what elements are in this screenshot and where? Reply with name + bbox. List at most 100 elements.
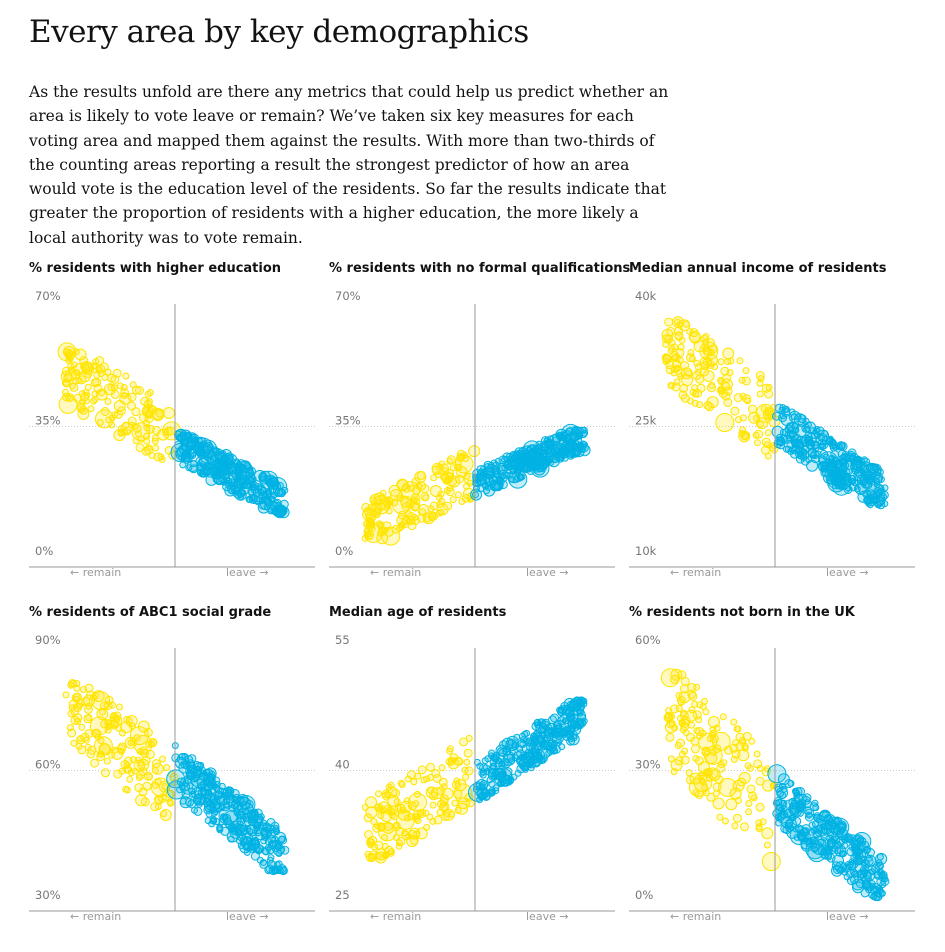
remain-point xyxy=(436,503,449,516)
leave-point xyxy=(792,787,799,795)
leave-point xyxy=(864,856,874,866)
leave-point xyxy=(473,781,483,791)
remain-point xyxy=(104,368,112,376)
remain-point xyxy=(753,414,760,422)
remain-point xyxy=(442,808,455,821)
leave-point xyxy=(205,788,213,796)
leave-point xyxy=(480,474,487,482)
remain-point xyxy=(691,700,699,708)
remain-point xyxy=(706,396,719,409)
y-tick-label: 35% xyxy=(335,414,361,428)
leave-point xyxy=(244,799,254,809)
leave-point xyxy=(488,788,496,796)
leave-point xyxy=(859,851,867,859)
leave-direction-label: leave → xyxy=(826,910,869,923)
remain-point xyxy=(686,732,695,742)
remain-point xyxy=(377,812,385,820)
leave-point xyxy=(215,460,228,473)
remain-point xyxy=(686,775,695,785)
leave-point xyxy=(567,700,574,708)
points xyxy=(661,316,889,510)
leave-point xyxy=(210,806,218,814)
leave-point xyxy=(553,451,561,458)
remain-point xyxy=(388,808,396,816)
remain-point xyxy=(60,370,73,383)
leave-point xyxy=(866,848,875,857)
scatter-plot: 40k 25k 10k ← remain leave → xyxy=(629,289,915,579)
scatter-plot: 90% 60% 30% ← remain leave → xyxy=(29,633,315,923)
remain-point xyxy=(114,409,123,419)
remain-point xyxy=(437,490,445,498)
remain-point xyxy=(748,737,756,745)
leave-point xyxy=(541,436,550,446)
remain-point xyxy=(695,716,703,724)
leave-point xyxy=(859,869,872,882)
leave-point xyxy=(204,767,217,780)
y-tick-label: 30% xyxy=(635,758,661,772)
leave-point xyxy=(816,823,829,836)
remain-point xyxy=(727,357,735,365)
leave-point xyxy=(179,775,199,795)
remain-point xyxy=(429,817,437,825)
leave-point xyxy=(261,833,269,841)
remain-point xyxy=(670,768,678,776)
leave-point xyxy=(476,465,486,474)
leave-point xyxy=(800,444,810,454)
remain-point xyxy=(454,464,462,472)
leave-point xyxy=(852,856,862,866)
remain-point xyxy=(99,362,109,372)
remain-point xyxy=(420,776,428,784)
remain-point xyxy=(438,764,446,772)
leave-point xyxy=(792,825,800,833)
remain-point xyxy=(384,527,394,537)
remain-point xyxy=(378,526,386,534)
leave-point xyxy=(273,867,281,875)
remain-point xyxy=(707,383,716,393)
remain-point xyxy=(702,708,710,716)
remain-point xyxy=(98,389,106,397)
remain-point xyxy=(167,799,175,807)
remain-point xyxy=(691,384,698,392)
remain-point xyxy=(397,779,405,787)
remain-point xyxy=(693,727,701,735)
remain-point xyxy=(736,357,744,365)
remain-point xyxy=(711,363,719,371)
remain-point xyxy=(393,834,400,841)
remain-point xyxy=(740,822,749,832)
leave-point xyxy=(819,440,829,450)
remain-point xyxy=(408,792,427,812)
leave-point xyxy=(540,451,548,459)
leave-point xyxy=(875,852,888,865)
leave-point xyxy=(836,837,846,847)
leave-point xyxy=(251,810,258,818)
leave-point xyxy=(570,447,580,457)
leave-point xyxy=(523,729,531,737)
remain-point xyxy=(137,759,145,767)
leave-point xyxy=(507,777,514,785)
remain-point xyxy=(692,789,700,796)
leave-point xyxy=(522,445,532,455)
leave-point xyxy=(186,440,196,450)
remain-point xyxy=(739,414,747,422)
leave-direction-label: leave → xyxy=(226,566,269,579)
remain-point xyxy=(77,735,84,742)
leave-point xyxy=(873,487,883,496)
remain-point xyxy=(745,808,753,816)
y-tick-label: 70% xyxy=(35,289,61,303)
scatter-plot: 70% 35% 0% ← remain leave → xyxy=(29,289,315,579)
leave-point xyxy=(850,875,859,885)
leave-point xyxy=(476,762,484,770)
remain-point xyxy=(680,755,690,765)
remain-point xyxy=(664,317,674,327)
leave-point xyxy=(776,811,789,824)
remain-point xyxy=(748,404,757,414)
remain-point xyxy=(438,777,448,787)
remain-point xyxy=(680,709,688,717)
remain-point xyxy=(159,809,172,821)
remain-point xyxy=(446,457,454,465)
leave-point xyxy=(472,785,480,793)
leave-point xyxy=(797,418,807,427)
leave-point xyxy=(870,464,878,472)
remain-point xyxy=(715,413,735,432)
remain-point xyxy=(84,683,94,693)
